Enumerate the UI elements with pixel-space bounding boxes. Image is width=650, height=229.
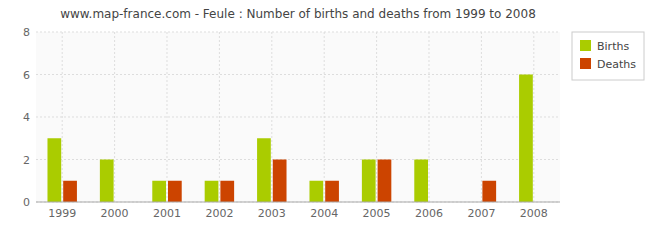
- bar: [100, 160, 114, 203]
- bar: [152, 181, 166, 202]
- x-grid-line: [219, 32, 220, 202]
- x-tick-label: 2007: [467, 207, 495, 220]
- legend-label: Births: [597, 40, 629, 53]
- legend-swatch: [580, 40, 591, 51]
- bar: [257, 138, 271, 202]
- y-grid-line: [36, 202, 560, 203]
- bar: [273, 160, 287, 203]
- bar: [519, 75, 533, 203]
- x-tick-label: 2002: [205, 207, 233, 220]
- y-tick-label: 2: [23, 154, 30, 167]
- bar: [378, 160, 392, 203]
- legend: Births Deaths: [572, 32, 644, 80]
- legend-swatch: [580, 58, 591, 69]
- bar: [220, 181, 234, 202]
- x-grid-line: [324, 32, 325, 202]
- bars: [47, 75, 532, 203]
- x-tick-label: 2000: [101, 207, 129, 220]
- x-grid-line: [114, 32, 115, 202]
- x-grid-line: [481, 32, 482, 202]
- legend-frame: [572, 32, 644, 80]
- x-grid-line: [271, 32, 272, 202]
- bar: [205, 181, 219, 202]
- bar: [325, 181, 339, 202]
- bar: [414, 160, 428, 203]
- bar: [168, 181, 182, 202]
- plot-background: [36, 32, 560, 202]
- bar: [47, 138, 61, 202]
- bar: [63, 181, 77, 202]
- y-tick-label: 4: [23, 111, 30, 124]
- x-tick-label: 2006: [415, 207, 443, 220]
- x-tick-label: 1999: [48, 207, 76, 220]
- x-grid-line: [533, 32, 534, 202]
- x-tick-label: 2001: [153, 207, 181, 220]
- x-tick-label: 2005: [363, 207, 391, 220]
- x-axis-line: [36, 202, 560, 203]
- x-grid-line: [376, 32, 377, 202]
- x-tick-label: 2003: [258, 207, 286, 220]
- legend-label: Deaths: [597, 58, 636, 71]
- bar: [362, 160, 376, 203]
- x-grid-line: [62, 32, 63, 202]
- bar: [482, 181, 496, 202]
- y-grid-line: [36, 74, 560, 75]
- x-grid-line: [167, 32, 168, 202]
- y-tick-label: 6: [23, 69, 30, 82]
- x-tick-label: 2004: [310, 207, 338, 220]
- chart-svg: www.map-france.com - Feule : Number of b…: [0, 0, 650, 229]
- y-tick-label: 0: [23, 196, 30, 209]
- chart-container: www.map-france.com - Feule : Number of b…: [0, 0, 650, 229]
- bar: [309, 181, 323, 202]
- y-grid-line: [36, 159, 560, 160]
- chart-title: www.map-france.com - Feule : Number of b…: [60, 7, 536, 21]
- x-tick-label: 2008: [520, 207, 548, 220]
- x-grid-line: [429, 32, 430, 202]
- grid: [36, 32, 560, 202]
- y-tick-label: 8: [23, 26, 30, 39]
